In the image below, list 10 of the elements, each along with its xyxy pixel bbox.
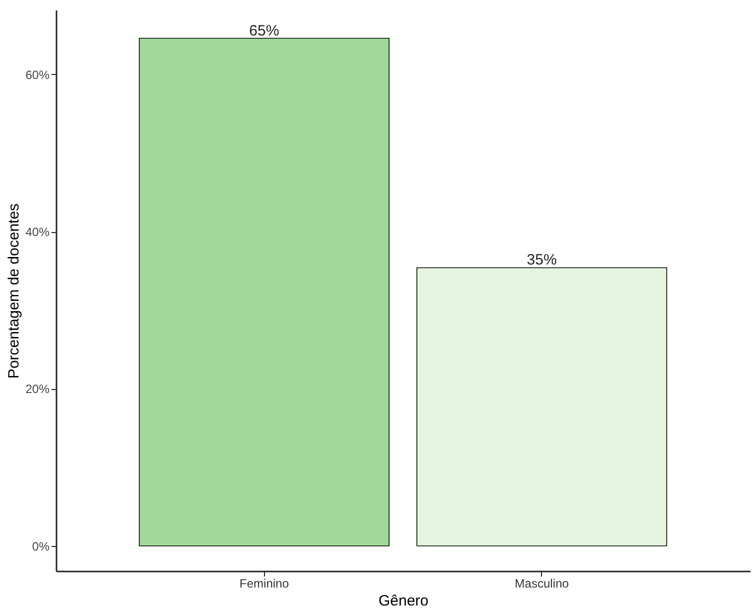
x-axis-title: Gênero (378, 592, 429, 610)
y-axis-title: Porcentagem de docentes (5, 203, 22, 379)
data-label: 65% (249, 22, 280, 40)
x-tick-label: Feminino (240, 576, 290, 590)
y-tick-label: 0% (32, 539, 50, 554)
y-tick-label: 20% (25, 382, 50, 396)
data-label: 35% (526, 252, 557, 269)
y-tick-label: 40% (25, 225, 50, 240)
y-tick-label: 60% (25, 68, 50, 82)
x-tick-label: Masculino (514, 576, 570, 590)
